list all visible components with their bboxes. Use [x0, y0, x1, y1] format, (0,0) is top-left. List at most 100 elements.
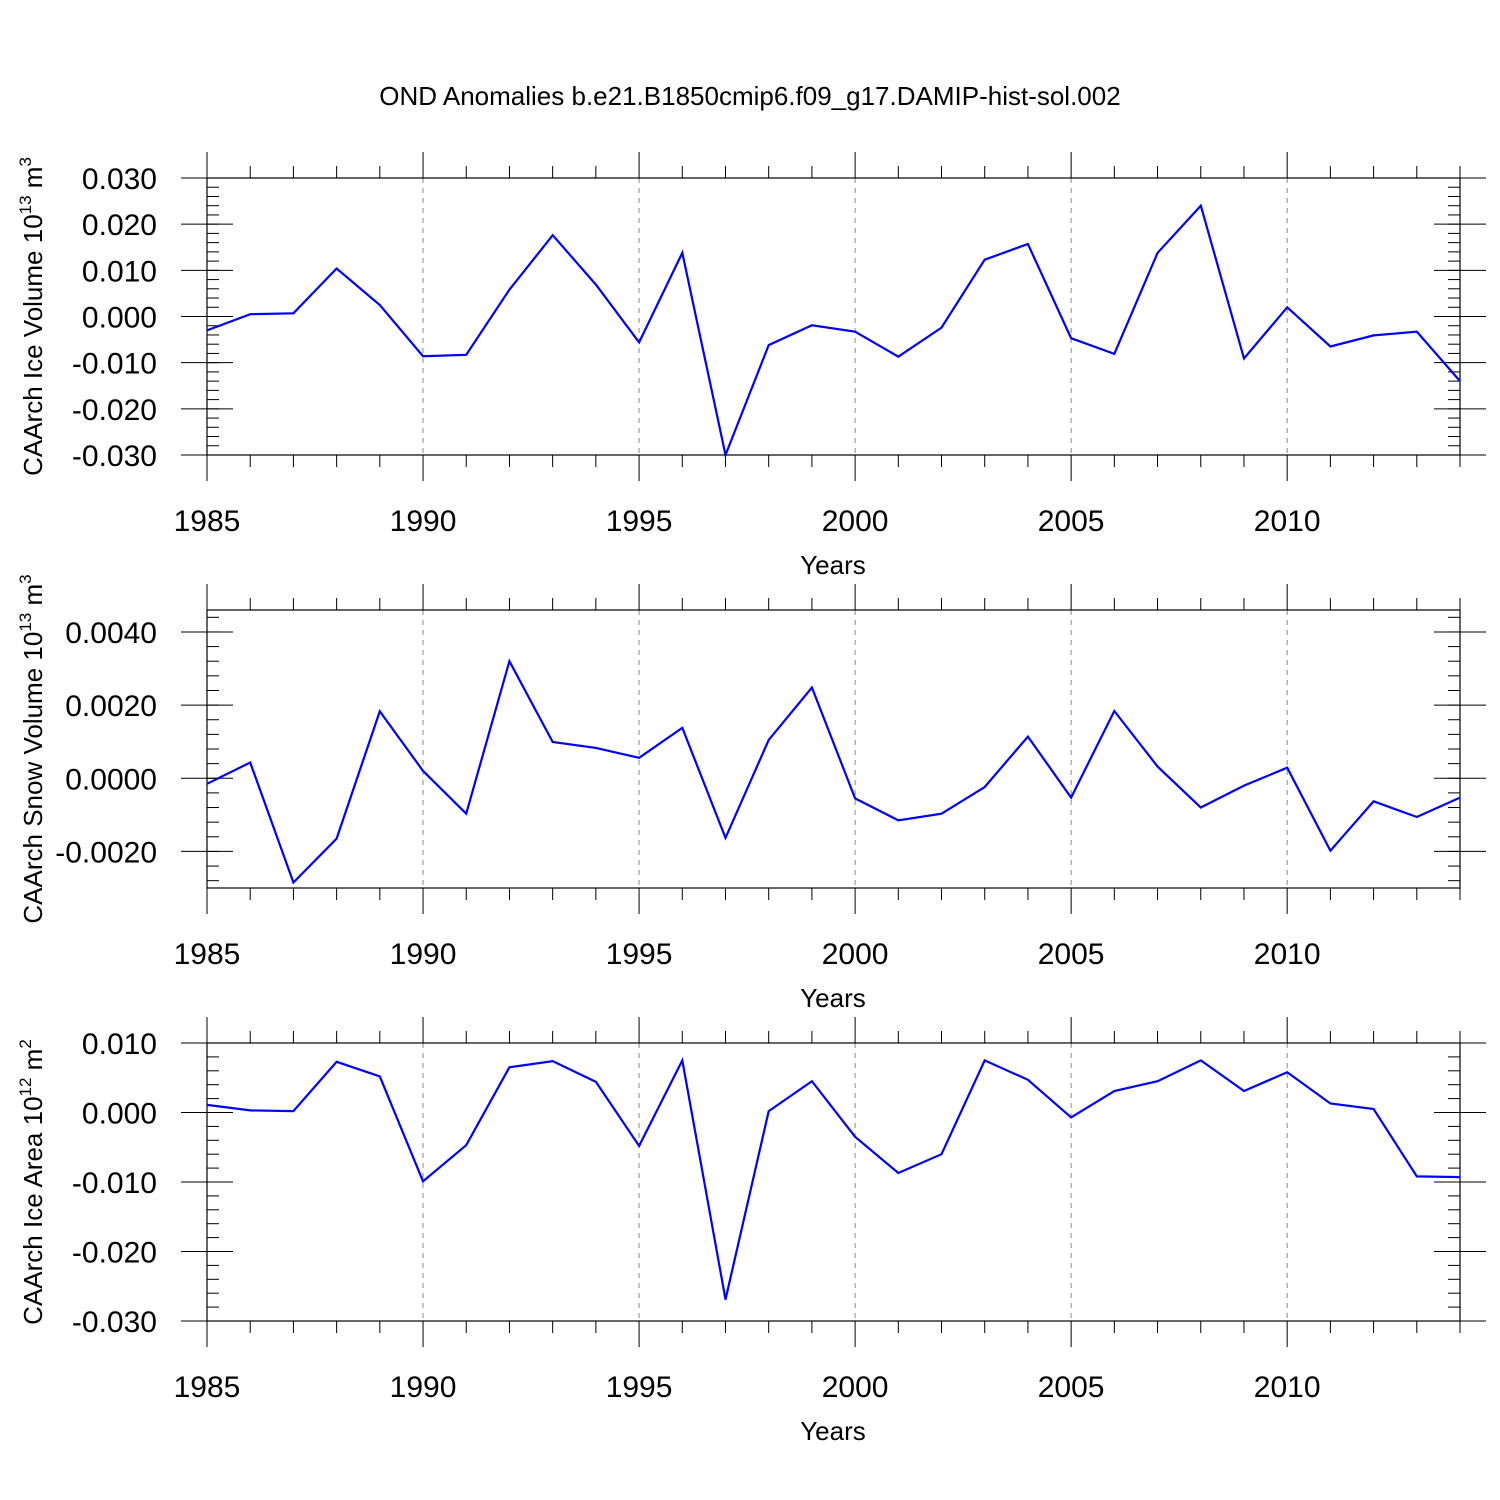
y-tick-label: 0.0000 [65, 763, 157, 796]
data-point-1999 [811, 687, 813, 689]
series-line-ice-volume [206, 203, 1461, 459]
data-point-2005 [1070, 797, 1072, 799]
data-point-1997 [724, 454, 726, 456]
data-point-2011 [1329, 850, 1331, 852]
plot-frame [206, 177, 1461, 456]
x-tick-label: 2005 [1038, 938, 1105, 971]
data-point-2009 [1243, 358, 1245, 360]
data-point-2007 [1157, 252, 1159, 254]
data-point-1985 [206, 329, 208, 331]
y-tick-label: 0.000 [82, 302, 157, 335]
x-tick-label: 1985 [174, 1371, 241, 1404]
y-axis-label-unit: m [18, 584, 48, 613]
series-line-snow-volume [206, 658, 1461, 885]
data-point-2005 [1070, 1116, 1072, 1118]
x-tick-label: 2010 [1254, 505, 1321, 538]
y-tick-label: -0.010 [72, 1167, 157, 1200]
data-point-2009 [1243, 785, 1245, 787]
data-point-2012 [1373, 334, 1375, 336]
data-point-2004 [1027, 1079, 1029, 1081]
data-point-1989 [379, 304, 381, 306]
y-tick-label: -0.030 [72, 440, 157, 473]
data-point-1995 [638, 341, 640, 343]
data-point-2010 [1286, 767, 1288, 769]
data-point-1993 [552, 741, 554, 743]
y-axis-label: CAArch Snow Volume 1013 m3 [16, 574, 48, 923]
data-point-1996 [681, 252, 683, 254]
data-point-1987 [292, 1110, 294, 1112]
y-tick-label: 0.030 [82, 163, 157, 196]
data-point-2014 [1459, 1176, 1461, 1178]
y-tick-label: 0.020 [82, 209, 157, 242]
data-point-1994 [595, 1081, 597, 1083]
y-axis-label-unit-power: 3 [16, 574, 35, 583]
x-axis-label: Years [800, 983, 866, 1013]
y-axis-label-text: CAArch Ice Area 10 [18, 1096, 48, 1324]
y-axis-label-unit: m [18, 167, 48, 196]
data-point-1995 [638, 757, 640, 759]
data-point-1989 [379, 710, 381, 712]
data-point-2002 [941, 327, 943, 329]
data-point-2013 [1416, 331, 1418, 333]
data-point-1996 [681, 1059, 683, 1061]
plot-frame [206, 609, 1461, 889]
x-axis-label: Years [800, 550, 866, 580]
data-point-2000 [854, 797, 856, 799]
series-line-ice-area [206, 1056, 1461, 1300]
y-tick-label: -0.010 [72, 348, 157, 381]
data-point-2000 [854, 1136, 856, 1138]
x-tick-label: 2000 [822, 1371, 889, 1404]
data-point-2014 [1459, 797, 1461, 799]
data-point-2001 [897, 1172, 899, 1174]
x-tick-label: 2000 [822, 938, 889, 971]
data-point-1990 [422, 355, 424, 357]
x-tick-label: 2010 [1254, 938, 1321, 971]
data-point-2004 [1027, 736, 1029, 738]
y-tick-label: 0.010 [82, 255, 157, 288]
y-axis-label-unit: m [18, 1049, 48, 1078]
data-point-1997 [724, 1298, 726, 1300]
y-tick-label: -0.030 [72, 1306, 157, 1339]
data-point-2000 [854, 331, 856, 333]
data-point-2008 [1200, 807, 1202, 809]
data-point-2006 [1113, 1090, 1115, 1092]
y-axis-label-exponent: 12 [16, 1078, 35, 1097]
data-point-2004 [1027, 243, 1029, 245]
data-point-2012 [1373, 800, 1375, 802]
data-point-2010 [1286, 306, 1288, 308]
data-point-1994 [595, 284, 597, 286]
data-point-2002 [941, 1153, 943, 1155]
data-point-1989 [379, 1075, 381, 1077]
x-axis-label: Years [800, 1416, 866, 1446]
x-tick-label: 1995 [606, 1371, 673, 1404]
data-point-1988 [336, 267, 338, 269]
data-point-1985 [206, 783, 208, 785]
data-point-2008 [1200, 205, 1202, 207]
y-tick-label: 0.0040 [65, 617, 157, 650]
data-point-1991 [465, 354, 467, 356]
y-tick-label: -0.020 [72, 394, 157, 427]
y-axis-label-unit-power: 2 [16, 1039, 35, 1048]
y-axis-label-exponent: 13 [16, 195, 35, 214]
data-point-1995 [638, 1145, 640, 1147]
data-point-1986 [249, 313, 251, 315]
plot-frame [206, 1042, 1461, 1322]
x-tick-label: 1985 [174, 505, 241, 538]
x-tick-label: 2005 [1038, 1371, 1105, 1404]
y-axis-label-unit-power: 3 [16, 157, 35, 166]
panel-snow-volume: 0.0040 0.0020 0.0000 -0.0020 1985 1990 1995 200… [16, 574, 1486, 1013]
x-tick-label: 1985 [174, 938, 241, 971]
figure-title: OND Anomalies b.e21.B1850cmip6.f09_g17.D… [379, 81, 1120, 111]
x-tick-label: 1995 [606, 938, 673, 971]
y-axis-label: CAArch Ice Area 1012 m2 [16, 1039, 48, 1325]
data-point-1998 [768, 739, 770, 741]
x-tick-label: 2000 [822, 505, 889, 538]
data-point-1999 [811, 324, 813, 326]
data-point-1987 [292, 882, 294, 884]
y-tick-label: 0.000 [82, 1098, 157, 1131]
data-point-1996 [681, 727, 683, 729]
data-point-2014 [1459, 380, 1461, 382]
data-point-1990 [422, 770, 424, 772]
data-point-1992 [508, 1066, 510, 1068]
